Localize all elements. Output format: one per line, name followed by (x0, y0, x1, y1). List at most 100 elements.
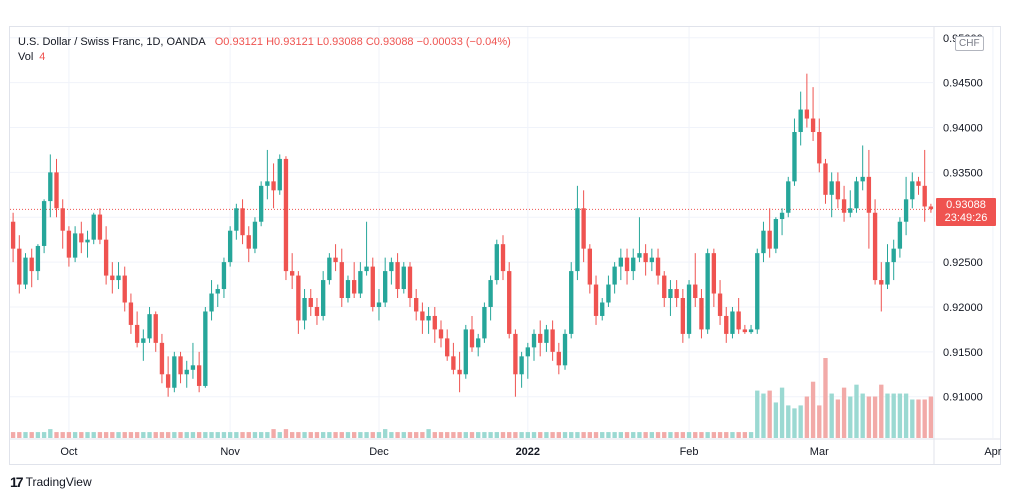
volume-bar (289, 432, 295, 438)
candle-body (624, 257, 630, 272)
volume-bar (178, 432, 183, 438)
volume-bar (339, 432, 344, 438)
candle-body (860, 176, 865, 182)
candle-body (327, 257, 332, 281)
last-price-value: 0.93088 (946, 199, 986, 211)
candle-body (54, 172, 59, 209)
candle-body (879, 280, 884, 285)
volume-bar (10, 432, 16, 438)
volume-bar (54, 432, 59, 438)
price-tick-label: 0.91000 (943, 392, 983, 404)
volume-bar (773, 402, 779, 438)
candle-body (928, 206, 934, 210)
volume-bar (209, 432, 214, 438)
candle-body (494, 244, 499, 281)
chart-frame[interactable] (9, 26, 1001, 465)
volume-bar (717, 432, 723, 438)
volume-bar (798, 405, 803, 438)
volume-bar (227, 432, 233, 438)
candle-body (147, 314, 152, 339)
candle-body (364, 266, 369, 272)
candle-body (891, 248, 896, 263)
candle-body (221, 262, 227, 290)
volume-bar (66, 432, 72, 438)
candle-body (711, 253, 717, 294)
candle-body (748, 329, 754, 333)
candle-body (674, 289, 679, 299)
volume-bar (48, 429, 53, 438)
candle-body (829, 181, 834, 195)
volume-bar (631, 432, 636, 438)
candle-body (872, 212, 878, 281)
candle-body (538, 333, 543, 343)
volume-bar (234, 432, 239, 438)
candle-body (35, 245, 41, 272)
candle-body (569, 271, 574, 334)
countdown-timer: 23:49:26 (944, 212, 988, 224)
candle-body (141, 338, 146, 343)
tradingview-footer[interactable]: 17 TradingView (10, 474, 92, 490)
volume-bar (389, 432, 394, 438)
volume-bar (581, 432, 586, 438)
volume-bar (463, 432, 468, 438)
candle-body (296, 275, 301, 321)
candle-body (736, 311, 741, 330)
candle-body (23, 257, 28, 285)
candle-body (376, 302, 382, 307)
candle-body (215, 289, 220, 294)
volume-bar (544, 432, 549, 438)
volume-bar (494, 432, 499, 438)
volume-bar (817, 405, 822, 438)
volume-bar (190, 432, 196, 438)
volume-bar (23, 432, 28, 438)
candle-body (103, 239, 109, 276)
candle-body (153, 314, 158, 343)
open-value: O0.93121 (214, 36, 264, 48)
candle-body (333, 257, 338, 263)
volume-bar (519, 432, 524, 438)
candle-body (792, 131, 797, 182)
volume-bar (184, 432, 189, 438)
candle-body (41, 201, 47, 246)
candle-body (618, 257, 624, 267)
candle-body (848, 208, 853, 213)
symbol-label[interactable]: U.S. Dollar / Swiss Franc, 1D, OANDA (18, 36, 206, 48)
volume-bar (699, 432, 704, 438)
date-tick-label: Dec (369, 446, 389, 458)
candle-body (190, 365, 196, 370)
volume-bar (283, 429, 289, 438)
volume-bar (916, 399, 921, 438)
volume-bar (686, 432, 692, 438)
candle-body (637, 253, 642, 258)
volume-bar (643, 432, 648, 438)
volume-bar (407, 432, 413, 438)
candle-body (414, 298, 419, 312)
volume-bar (531, 432, 537, 438)
volume-bar (85, 432, 90, 438)
candle-body (196, 365, 202, 386)
volume-bar (910, 399, 915, 438)
volume-bar (172, 432, 177, 438)
candle-body (755, 253, 760, 330)
candle-body (302, 298, 307, 321)
volume-bar (724, 432, 729, 438)
volume-bar (562, 432, 568, 438)
volume-bar (891, 393, 896, 438)
candle-body (488, 280, 493, 307)
candle-body (922, 185, 927, 207)
volume-bar (420, 432, 425, 438)
volume-bar (612, 432, 617, 438)
currency-badge[interactable]: CHF (955, 36, 984, 51)
candle-body (339, 262, 344, 299)
volume-bar (810, 381, 816, 438)
volume-bar (314, 432, 320, 438)
volume-label[interactable]: Vol (18, 51, 34, 63)
candle-body (165, 374, 171, 388)
volume-bar (755, 390, 760, 438)
candle-body (265, 181, 270, 186)
candle-body (110, 275, 115, 281)
candle-body (655, 257, 661, 276)
candle-body (66, 230, 72, 258)
candle-body (531, 333, 537, 348)
